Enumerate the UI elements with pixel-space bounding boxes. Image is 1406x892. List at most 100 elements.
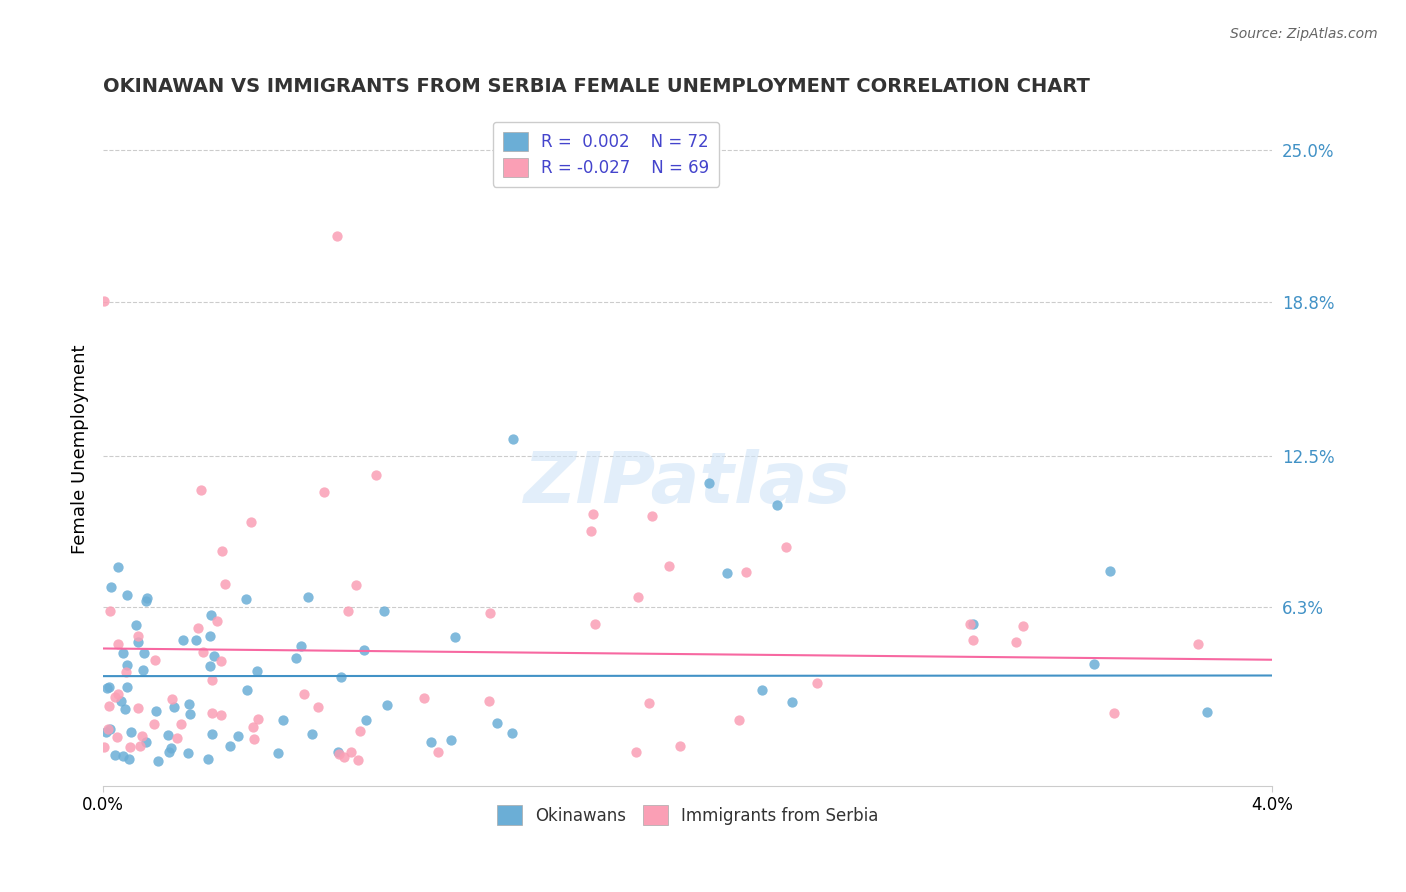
Point	[163, 700, 186, 714]
Point	[160, 741, 183, 756]
Point	[177, 698, 200, 712]
Point	[583, 616, 606, 631]
Point	[344, 578, 367, 592]
Point	[169, 716, 191, 731]
Point	[118, 752, 141, 766]
Point	[751, 683, 773, 698]
Point	[775, 540, 797, 554]
Point	[285, 651, 308, 665]
Point	[1012, 619, 1035, 633]
Point	[1195, 705, 1218, 719]
Point	[100, 580, 122, 594]
Point	[1187, 637, 1209, 651]
Point	[107, 687, 129, 701]
Point	[200, 608, 222, 623]
Point	[166, 731, 188, 746]
Point	[501, 726, 523, 740]
Point	[115, 665, 138, 679]
Point	[246, 665, 269, 679]
Point	[135, 591, 157, 605]
Point	[96, 681, 118, 695]
Point	[239, 516, 262, 530]
Point	[145, 705, 167, 719]
Point	[246, 712, 269, 726]
Point	[582, 508, 605, 522]
Point	[312, 484, 335, 499]
Point	[191, 645, 214, 659]
Point	[375, 698, 398, 712]
Point	[1102, 706, 1125, 720]
Point	[93, 740, 115, 755]
Point	[638, 696, 661, 710]
Point	[131, 729, 153, 743]
Point	[115, 588, 138, 602]
Point	[697, 476, 720, 491]
Point	[162, 692, 184, 706]
Point	[114, 702, 136, 716]
Point	[198, 629, 221, 643]
Point	[356, 714, 378, 728]
Point	[127, 635, 149, 649]
Point	[328, 747, 350, 762]
Point	[226, 729, 249, 743]
Point	[197, 752, 219, 766]
Point	[502, 432, 524, 446]
Point	[111, 748, 134, 763]
Point	[668, 739, 690, 754]
Point	[201, 673, 224, 687]
Point	[364, 467, 387, 482]
Point	[128, 739, 150, 753]
Point	[962, 633, 984, 648]
Point	[132, 663, 155, 677]
Point	[478, 607, 501, 621]
Point	[486, 715, 509, 730]
Point	[626, 745, 648, 759]
Point	[426, 745, 449, 759]
Point	[328, 745, 350, 759]
Point	[211, 544, 233, 558]
Point	[111, 646, 134, 660]
Point	[142, 716, 165, 731]
Point	[349, 723, 371, 738]
Point	[198, 658, 221, 673]
Point	[806, 676, 828, 690]
Point	[118, 739, 141, 754]
Point	[135, 735, 157, 749]
Point	[959, 616, 981, 631]
Point	[132, 646, 155, 660]
Point	[627, 590, 650, 604]
Point	[202, 649, 225, 664]
Point	[219, 739, 242, 754]
Point	[292, 687, 315, 701]
Point	[1098, 564, 1121, 578]
Point	[337, 604, 360, 618]
Point	[297, 591, 319, 605]
Point	[190, 483, 212, 497]
Point	[127, 700, 149, 714]
Point	[120, 725, 142, 739]
Point	[127, 628, 149, 642]
Point	[115, 658, 138, 673]
Point	[107, 731, 129, 745]
Point	[184, 633, 207, 648]
Point	[214, 576, 236, 591]
Point	[157, 745, 180, 759]
Point	[236, 682, 259, 697]
Point	[333, 750, 356, 764]
Point	[242, 720, 264, 734]
Point	[307, 700, 329, 714]
Point	[290, 639, 312, 653]
Point	[94, 724, 117, 739]
Point	[201, 706, 224, 720]
Point	[209, 654, 232, 668]
Point	[413, 690, 436, 705]
Point	[97, 723, 120, 737]
Point	[207, 614, 229, 628]
Point	[209, 708, 232, 723]
Point	[782, 696, 804, 710]
Legend: Okinawans, Immigrants from Serbia: Okinawans, Immigrants from Serbia	[491, 798, 886, 831]
Text: OKINAWAN VS IMMIGRANTS FROM SERBIA FEMALE UNEMPLOYMENT CORRELATION CHART: OKINAWAN VS IMMIGRANTS FROM SERBIA FEMAL…	[103, 78, 1090, 96]
Text: ZIPatlas: ZIPatlas	[524, 449, 852, 517]
Point	[716, 566, 738, 580]
Point	[766, 499, 789, 513]
